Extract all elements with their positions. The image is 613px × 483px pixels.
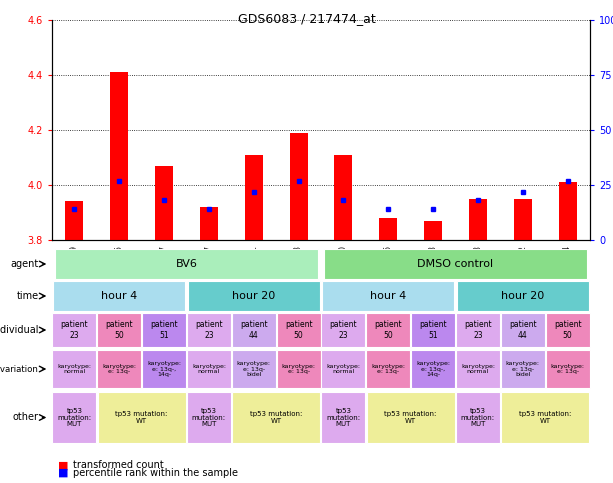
Bar [514, 199, 531, 240]
Bar [110, 72, 128, 240]
Text: patient
23: patient 23 [61, 320, 88, 340]
Bar [66, 201, 83, 240]
Text: patient
23: patient 23 [330, 320, 357, 340]
Text: karyotype:
normal: karyotype: normal [192, 364, 226, 374]
Text: karyotype:
e: 13q-: karyotype: e: 13q- [371, 364, 405, 374]
Text: individual: individual [0, 325, 39, 335]
Bar [289, 133, 308, 240]
Text: time: time [17, 291, 39, 301]
Text: percentile rank within the sample: percentile rank within the sample [74, 468, 238, 478]
Text: BV6: BV6 [175, 259, 197, 269]
Bar [469, 199, 487, 240]
Text: tp53
mutation:
MUT: tp53 mutation: MUT [326, 408, 360, 427]
Text: tp53 mutation:
WT: tp53 mutation: WT [519, 411, 571, 424]
Text: hour 4: hour 4 [101, 291, 137, 301]
Text: agent: agent [10, 259, 39, 269]
Text: patient
50: patient 50 [285, 320, 313, 340]
Text: karyotype:
e: 13q-
bidel: karyotype: e: 13q- bidel [237, 361, 271, 377]
Bar [379, 218, 397, 240]
Text: karyotype:
normal: karyotype: normal [326, 364, 360, 374]
Text: hour 20: hour 20 [232, 291, 275, 301]
Text: patient
50: patient 50 [375, 320, 402, 340]
Text: patient
50: patient 50 [554, 320, 581, 340]
Text: karyotype:
normal: karyotype: normal [58, 364, 91, 374]
Text: patient
51: patient 51 [150, 320, 178, 340]
Bar [245, 155, 263, 240]
Text: karyotype:
e: 13q-: karyotype: e: 13q- [102, 364, 136, 374]
Text: tp53
mutation:
MUT: tp53 mutation: MUT [461, 408, 495, 427]
Text: patient
44: patient 44 [240, 320, 267, 340]
Text: ■: ■ [58, 468, 69, 478]
Text: patient
23: patient 23 [464, 320, 492, 340]
Text: karyotype:
normal: karyotype: normal [461, 364, 495, 374]
Bar [155, 166, 173, 240]
Bar [424, 221, 442, 240]
Text: tp53 mutation:
WT: tp53 mutation: WT [115, 411, 168, 424]
Text: karyotype:
e: 13q-,
14q-: karyotype: e: 13q-, 14q- [147, 361, 181, 377]
Text: hour 20: hour 20 [501, 291, 544, 301]
Text: tp53 mutation:
WT: tp53 mutation: WT [250, 411, 302, 424]
Text: tp53
mutation:
MUT: tp53 mutation: MUT [192, 408, 226, 427]
Text: karyotype:
e: 13q-: karyotype: e: 13q- [550, 364, 585, 374]
Text: other: other [13, 412, 39, 423]
Bar [200, 207, 218, 240]
Text: GDS6083 / 217474_at: GDS6083 / 217474_at [238, 12, 375, 25]
Text: genotype/variation: genotype/variation [0, 365, 39, 373]
Text: hour 4: hour 4 [370, 291, 406, 301]
Text: patient
23: patient 23 [195, 320, 223, 340]
Text: patient
51: patient 51 [419, 320, 447, 340]
Text: tp53
mutation:
MUT: tp53 mutation: MUT [58, 408, 91, 427]
Text: karyotype:
e: 13q-: karyotype: e: 13q- [281, 364, 316, 374]
Text: patient
44: patient 44 [509, 320, 536, 340]
Text: transformed count: transformed count [74, 460, 164, 470]
Text: karyotype:
e: 13q-,
14q-: karyotype: e: 13q-, 14q- [416, 361, 450, 377]
Bar [558, 182, 577, 240]
Text: patient
50: patient 50 [105, 320, 133, 340]
Text: karyotype:
e: 13q-
bidel: karyotype: e: 13q- bidel [506, 361, 540, 377]
Bar [335, 155, 352, 240]
Text: DMSO control: DMSO control [417, 259, 493, 269]
Text: tp53 mutation:
WT: tp53 mutation: WT [384, 411, 437, 424]
Text: ■: ■ [58, 460, 69, 470]
